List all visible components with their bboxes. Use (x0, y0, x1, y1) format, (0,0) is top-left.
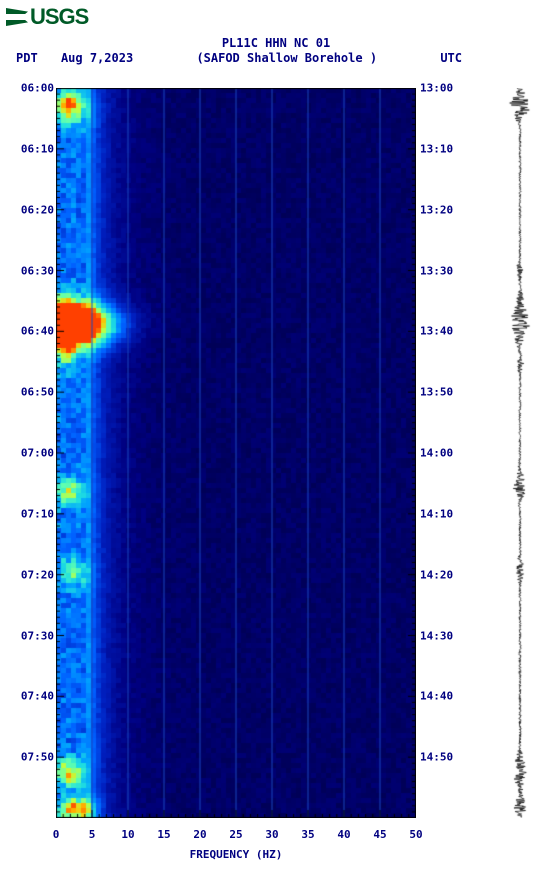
x-tick: 45 (373, 828, 386, 841)
y-tick: 13:10 (420, 142, 468, 155)
y-tick: 06:30 (0, 264, 54, 277)
header-row: PDT Aug 7,2023 (SAFOD Shallow Borehole )… (0, 51, 552, 66)
y-tick: 14:20 (420, 568, 468, 581)
y-tick: 14:30 (420, 629, 468, 642)
y-tick: 07:30 (0, 629, 54, 642)
station-code: PL11C HHN NC 01 (0, 36, 552, 51)
tz-left-label: PDT (16, 51, 38, 66)
y-tick: 07:10 (0, 507, 54, 520)
y-tick: 14:00 (420, 447, 468, 460)
spectrogram-canvas (56, 88, 416, 818)
y-tick: 13:30 (420, 264, 468, 277)
spectrogram-plot (56, 88, 416, 818)
x-tick: 20 (193, 828, 206, 841)
x-tick: 35 (301, 828, 314, 841)
y-tick: 06:40 (0, 325, 54, 338)
y-tick: 14:50 (420, 751, 468, 764)
x-tick: 10 (121, 828, 134, 841)
y-tick: 06:10 (0, 142, 54, 155)
y-tick: 07:20 (0, 568, 54, 581)
trace-canvas (500, 88, 540, 818)
station-name: (SAFOD Shallow Borehole ) (196, 51, 377, 66)
x-tick: 40 (337, 828, 350, 841)
x-tick: 0 (53, 828, 60, 841)
usgs-logo: USGS (6, 4, 88, 30)
x-tick: 50 (409, 828, 422, 841)
y-tick: 07:00 (0, 447, 54, 460)
tz-right-label: UTC (440, 51, 462, 66)
y-tick: 13:00 (420, 82, 468, 95)
x-tick: 25 (229, 828, 242, 841)
side-trace (500, 88, 540, 818)
x-tick: 15 (157, 828, 170, 841)
x-axis: 05101520253035404550 (56, 818, 416, 848)
y-axis-right: 13:0013:1013:2013:3013:4013:5014:0014:10… (420, 88, 468, 818)
y-tick: 06:50 (0, 386, 54, 399)
date-label: Aug 7,2023 (61, 51, 133, 66)
y-tick: 13:40 (420, 325, 468, 338)
usgs-logo-text: USGS (30, 4, 88, 30)
y-tick: 14:10 (420, 507, 468, 520)
y-axis-left: 06:0006:1006:2006:3006:4006:5007:0007:10… (0, 88, 54, 818)
x-tick: 5 (89, 828, 96, 841)
usgs-wave-icon (6, 8, 28, 26)
plot-header: PL11C HHN NC 01 PDT Aug 7,2023 (SAFOD Sh… (0, 36, 552, 66)
y-tick: 07:40 (0, 690, 54, 703)
y-tick: 06:20 (0, 203, 54, 216)
y-tick: 06:00 (0, 82, 54, 95)
x-tick: 30 (265, 828, 278, 841)
y-tick: 13:50 (420, 386, 468, 399)
y-tick: 13:20 (420, 203, 468, 216)
y-tick: 14:40 (420, 690, 468, 703)
y-tick: 07:50 (0, 751, 54, 764)
x-axis-label: FREQUENCY (HZ) (56, 848, 416, 861)
